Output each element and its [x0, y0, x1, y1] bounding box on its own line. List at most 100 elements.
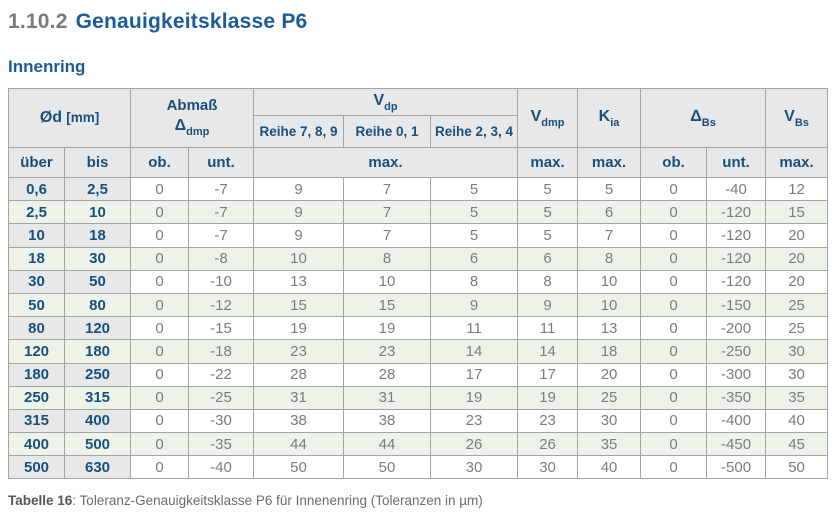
header-max-vbs: max.: [765, 147, 829, 178]
tolerance-value-cell: 50: [343, 455, 432, 480]
tolerance-value-cell: 0: [130, 362, 190, 387]
size-range-cell: 500: [63, 432, 132, 457]
tolerance-value-cell: 17: [430, 362, 519, 387]
tolerance-value-cell: 0: [640, 246, 708, 271]
tolerance-value-cell: 30: [765, 362, 829, 387]
size-range-cell: 630: [63, 455, 132, 480]
tolerance-value-cell: 0: [130, 316, 190, 341]
document-page: 1.10.2 Genauigkeitsklasse P6 Innenring Ød…: [7, 10, 829, 509]
tolerance-value-cell: 23: [253, 339, 345, 364]
tolerance-value-cell: -350: [706, 385, 767, 410]
tolerance-value-cell: 0: [130, 339, 190, 364]
table-row: 80 120 0 -15 19 19 11 11 13 0 -200 25: [8, 316, 829, 341]
tolerance-value-cell: 19: [430, 385, 519, 410]
size-range-cell: 0,6: [8, 176, 65, 202]
size-range-cell: 30: [8, 269, 65, 294]
size-range-cell: 80: [8, 316, 65, 341]
tolerance-value-cell: -120: [706, 246, 767, 271]
tolerance-value-cell: 11: [517, 316, 579, 341]
tolerance-value-cell: 40: [765, 408, 829, 434]
tolerance-value-cell: 25: [577, 385, 642, 410]
tolerance-value-cell: 30: [765, 339, 829, 364]
tolerance-value-cell: 0: [640, 362, 708, 387]
tolerance-value-cell: 19: [253, 316, 345, 341]
tolerance-value-cell: -22: [188, 362, 255, 387]
header-reihe-789: Reihe 7, 8, 9: [253, 115, 345, 148]
size-range-cell: 120: [8, 339, 65, 364]
table-row: 18 30 0 -8 10 8 6 6 8 0 -120 20: [8, 246, 829, 271]
header-kia: Kia: [577, 88, 642, 148]
tolerance-value-cell: -120: [706, 223, 767, 248]
tolerance-value-cell: 30: [577, 408, 642, 434]
size-range-cell: 315: [8, 408, 65, 434]
header-bis: bis: [63, 147, 132, 178]
diameter-unit: [mm]: [66, 110, 100, 125]
size-range-cell: 50: [63, 269, 132, 294]
header-reihe-01: Reihe 0, 1: [343, 115, 432, 148]
tolerance-value-cell: 35: [577, 432, 642, 457]
table-header: Ød [mm] Abmaß Δdmp Vdp Vdmp Kia ΔBs VBs …: [7, 88, 829, 178]
tolerance-value-cell: 0: [640, 269, 708, 294]
tolerance-value-cell: -120: [706, 200, 767, 225]
tolerance-value-cell: 31: [343, 385, 432, 410]
tolerance-value-cell: 0: [130, 223, 190, 248]
tolerance-value-cell: 31: [253, 385, 345, 410]
tolerance-value-cell: 5: [517, 223, 579, 248]
tolerance-value-cell: 0: [640, 316, 708, 341]
tolerance-value-cell: -15: [188, 316, 255, 341]
tolerance-value-cell: 9: [430, 292, 519, 318]
tolerance-value-cell: 35: [765, 385, 829, 410]
caption-text: : Toleranz-Genauigkeitsklasse P6 für Inn…: [72, 493, 483, 509]
tolerance-value-cell: -7: [188, 223, 255, 248]
tolerance-value-cell: 26: [430, 432, 519, 457]
tolerance-value-cell: 0: [640, 455, 708, 480]
tolerance-value-cell: 8: [430, 269, 519, 294]
size-range-cell: 18: [63, 223, 132, 248]
diameter-symbol: Ød: [39, 109, 63, 126]
size-range-cell: 500: [8, 455, 65, 480]
tolerance-value-cell: 20: [765, 269, 829, 294]
table-row: 400 500 0 -35 44 44 26 26 35 0 -450 45: [8, 432, 829, 457]
tolerance-value-cell: 20: [765, 246, 829, 271]
tolerance-value-cell: 9: [253, 200, 345, 225]
tolerance-value-cell: 6: [430, 246, 519, 271]
table-row: 120 180 0 -18 23 23 14 14 18 0 -250 30: [8, 339, 829, 364]
tolerance-value-cell: 10: [577, 269, 642, 294]
size-range-cell: 2,5: [63, 176, 132, 202]
size-range-cell: 50: [8, 292, 65, 318]
tolerance-value-cell: 8: [517, 269, 579, 294]
table-body: 0,6 2,5 0 -7 9 7 5 5 5 0 -40 12 2,5 10 0 -7 9 7 5 5 6 0 -120 15…: [8, 176, 829, 480]
subtitle-innenring: Innenring: [8, 57, 86, 76]
tolerance-table-p6-innenring: Ød [mm] Abmaß Δdmp Vdp Vdmp Kia ΔBs VBs …: [7, 88, 829, 480]
tolerance-value-cell: -300: [706, 362, 767, 387]
tolerance-value-cell: -120: [706, 269, 767, 294]
tolerance-value-cell: 30: [517, 455, 579, 480]
tolerance-value-cell: -40: [706, 176, 767, 202]
tolerance-value-cell: 7: [343, 176, 432, 202]
section-heading: 1.10.2 Genauigkeitsklasse P6: [8, 10, 827, 34]
tolerance-value-cell: 23: [430, 408, 519, 434]
section-number: 1.10.2: [8, 10, 68, 33]
tolerance-value-cell: -12: [188, 292, 255, 318]
tolerance-value-cell: 0: [640, 432, 708, 457]
tolerance-value-cell: 0: [640, 176, 708, 202]
tolerance-value-cell: 19: [517, 385, 579, 410]
tolerance-value-cell: -250: [706, 339, 767, 364]
tolerance-value-cell: 5: [517, 200, 579, 225]
tolerance-value-cell: 40: [577, 455, 642, 480]
header-reihe-234: Reihe 2, 3, 4: [430, 115, 519, 148]
table-row: 250 315 0 -25 31 31 19 19 25 0 -350 35: [8, 385, 829, 410]
tolerance-value-cell: 7: [343, 223, 432, 248]
tolerance-value-cell: -500: [706, 455, 767, 480]
size-range-cell: 120: [63, 316, 132, 341]
header-vbs: VBs: [765, 88, 829, 148]
caption-label: Tabelle 16: [8, 493, 73, 509]
tolerance-value-cell: 5: [430, 200, 519, 225]
size-range-cell: 400: [63, 408, 132, 434]
size-range-cell: 180: [63, 339, 132, 364]
tolerance-value-cell: 50: [765, 455, 829, 480]
tolerance-value-cell: 0: [130, 246, 190, 271]
table-row: 10 18 0 -7 9 7 5 5 7 0 -120 20: [8, 223, 829, 248]
tolerance-value-cell: 0: [640, 339, 708, 364]
header-max-vdmp: max.: [517, 147, 579, 178]
